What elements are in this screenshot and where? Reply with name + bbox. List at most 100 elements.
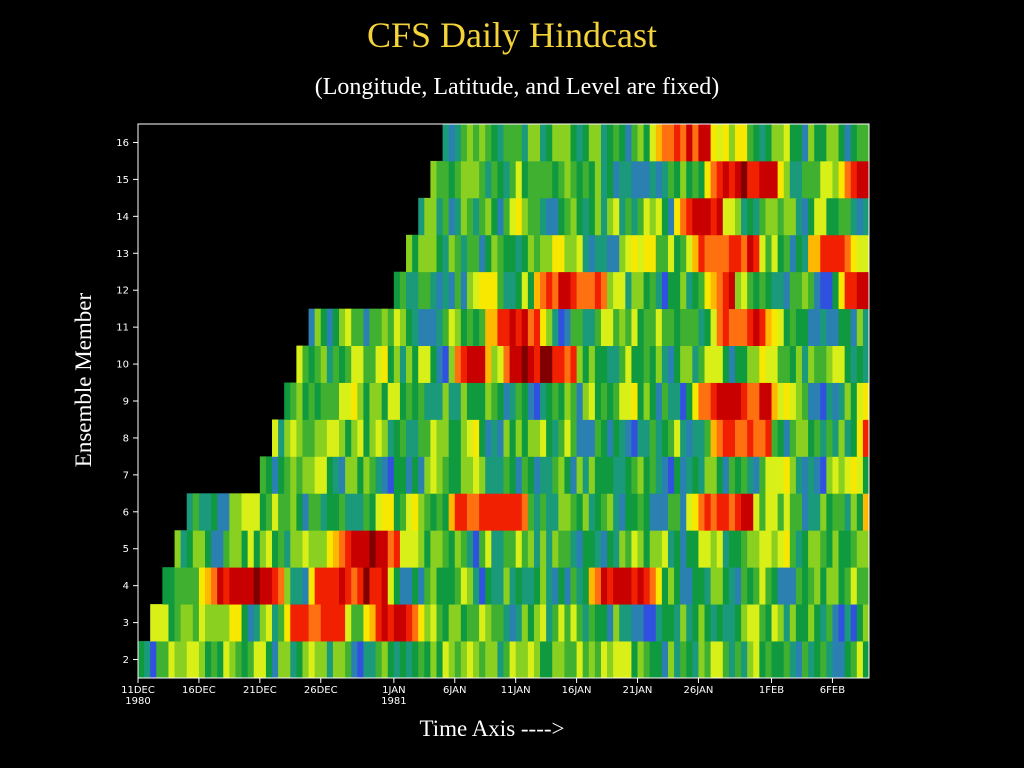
heatmap-cell	[692, 160, 699, 199]
heatmap-cell	[485, 641, 492, 679]
slide-title: CFS Daily Hindcast	[366, 15, 657, 55]
heatmap-cell	[698, 493, 705, 531]
heatmap-cell	[546, 160, 553, 199]
heatmap-cell	[826, 124, 833, 162]
heatmap-cell	[479, 419, 486, 457]
heatmap-cell	[345, 641, 352, 679]
heatmap-cell	[351, 345, 358, 383]
heatmap-cell	[247, 493, 255, 531]
heatmap-cell	[582, 124, 590, 162]
heatmap-cell	[448, 382, 456, 420]
heatmap-cell	[466, 197, 474, 236]
heatmap-cell	[704, 493, 712, 531]
heatmap-cell	[783, 308, 791, 346]
heatmap-cell	[759, 493, 766, 531]
heatmap-cell	[466, 530, 474, 568]
heatmap-cell	[497, 567, 504, 605]
heatmap-cell	[503, 271, 510, 310]
heatmap-cell	[418, 456, 425, 494]
heatmap-cell	[393, 382, 401, 420]
heatmap-cell	[515, 124, 523, 162]
heatmap-cell	[558, 604, 565, 642]
heatmap-cell	[716, 456, 724, 494]
heatmap-cell	[357, 308, 364, 346]
heatmap-cell	[637, 641, 645, 679]
heatmap-cell	[460, 197, 468, 236]
heatmap-cell	[448, 345, 456, 383]
heatmap-cell	[588, 308, 596, 346]
heatmap-cell	[259, 641, 267, 679]
heatmap-cell	[424, 493, 431, 531]
heatmap-cell	[734, 197, 742, 236]
heatmap-cell	[649, 641, 657, 679]
heatmap-cell	[399, 345, 407, 383]
heatmap-cell	[223, 604, 230, 642]
heatmap-cell	[436, 160, 443, 199]
heatmap-cell	[473, 271, 480, 310]
heatmap-cell	[607, 160, 614, 199]
heatmap-cell	[734, 234, 742, 273]
heatmap-cell	[265, 530, 273, 568]
heatmap-cell	[856, 271, 864, 310]
heatmap-cell	[454, 419, 462, 457]
heatmap-cell	[838, 345, 846, 383]
heatmap-cell	[381, 641, 389, 679]
heatmap-cell	[716, 567, 724, 605]
heatmap-cell	[229, 567, 236, 605]
heatmap-cell	[412, 567, 419, 605]
heatmap-cell	[753, 308, 760, 346]
heatmap-cell	[174, 641, 182, 679]
heatmap-cell	[418, 345, 425, 383]
heatmap-cell	[674, 419, 681, 457]
heatmap-cell	[320, 530, 328, 568]
heatmap-cell	[247, 604, 255, 642]
heatmap-cell	[442, 345, 450, 383]
heatmap-cell	[485, 419, 492, 457]
heatmap-cell	[771, 419, 779, 457]
heatmap-cell	[412, 234, 419, 273]
heatmap-cell	[205, 493, 212, 531]
heatmap-cell	[710, 567, 718, 605]
heatmap-cell	[515, 419, 523, 457]
y-tick-label: 12	[116, 286, 129, 297]
heatmap-cell	[795, 124, 803, 162]
heatmap-cell	[503, 160, 510, 199]
heatmap-cell	[381, 493, 389, 531]
heatmap-cell	[332, 567, 340, 605]
heatmap-cell	[515, 604, 523, 642]
heatmap-cell	[734, 567, 742, 605]
y-tick-label: 13	[116, 249, 129, 260]
heatmap-cell	[406, 456, 413, 494]
y-tick-label: 10	[116, 360, 129, 371]
heatmap-cell	[570, 271, 577, 310]
heatmap-cell	[479, 604, 486, 642]
heatmap-cell	[418, 419, 425, 457]
heatmap-cell	[838, 530, 846, 568]
heatmap-cell	[747, 567, 754, 605]
heatmap-cell	[302, 456, 309, 494]
heatmap-cell	[442, 641, 450, 679]
heatmap-cell	[643, 197, 651, 236]
heatmap-cell	[753, 604, 760, 642]
heatmap-cell	[448, 124, 456, 162]
heatmap-cell	[692, 197, 699, 236]
heatmap-cell	[808, 345, 815, 383]
heatmap-cell	[777, 604, 785, 642]
heatmap-cell	[211, 567, 218, 605]
heatmap-cell	[704, 234, 712, 273]
heatmap-cell	[631, 160, 638, 199]
heatmap-cell	[387, 419, 395, 457]
heatmap-cell	[728, 567, 736, 605]
heatmap-cell	[692, 308, 699, 346]
heatmap-cell	[686, 197, 693, 236]
heatmap-cell	[674, 456, 681, 494]
heatmap-cell	[503, 567, 510, 605]
heatmap-cell	[442, 604, 450, 642]
heatmap-cell	[856, 530, 864, 568]
heatmap-cell	[594, 234, 602, 273]
heatmap-cell	[564, 345, 571, 383]
x-tick-label: 21DEC	[243, 685, 277, 696]
heatmap-cell	[308, 419, 316, 457]
heatmap-cell	[454, 308, 462, 346]
heatmap-cell	[826, 456, 833, 494]
